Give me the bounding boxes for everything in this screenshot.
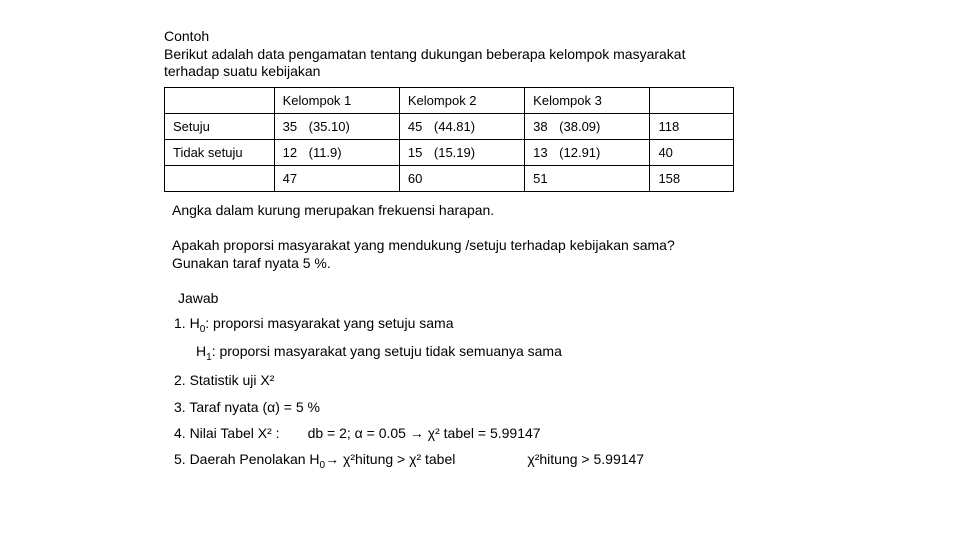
question-line-2: Gunakan taraf nyata 5 %. <box>172 254 780 272</box>
step-text: db = 2; α = 0.05 → χ² tabel = 5.99147 <box>308 424 541 442</box>
exp-value: (15.19) <box>434 145 475 160</box>
step-text: : proporsi masyarakat yang setuju tidak … <box>212 342 562 360</box>
grand-total: 158 <box>650 165 734 191</box>
document-page: Contoh Berikut adalah data pengamatan te… <box>0 0 780 472</box>
obs-value: 45 <box>408 119 434 134</box>
exp-value: (44.81) <box>434 119 475 134</box>
data-table: Kelompok 1 Kelompok 2 Kelompok 3 Setuju … <box>164 87 734 192</box>
step-text: → χ²hitung > χ² tabel <box>325 450 455 468</box>
table-row: Setuju 35(35.10) 45(44.81) 38(38.09) 118 <box>165 113 734 139</box>
obs-value: 15 <box>408 145 434 160</box>
obs-value: 13 <box>533 145 559 160</box>
obs-value: 35 <box>283 119 309 134</box>
row-total: 40 <box>650 139 734 165</box>
obs-value: 12 <box>283 145 309 160</box>
step-text: : proporsi masyarakat yang setuju sama <box>205 314 453 332</box>
exp-value: (11.9) <box>309 145 342 160</box>
exp-value: (35.10) <box>309 119 350 134</box>
header-kelompok-1: Kelompok 1 <box>274 87 399 113</box>
step-1b: H1 : proporsi masyarakat yang setuju tid… <box>196 342 780 364</box>
intro-line-3: terhadap suatu kebijakan <box>164 63 780 81</box>
step-text: 4. Nilai Tabel X² : <box>174 424 280 442</box>
step-text: H <box>196 342 206 360</box>
cell: 38(38.09) <box>525 113 650 139</box>
header-kelompok-3: Kelompok 3 <box>525 87 650 113</box>
table-footnote: Angka dalam kurung merupakan frekuensi h… <box>172 202 780 218</box>
cell: 12(11.9) <box>274 139 399 165</box>
exp-value: (12.91) <box>559 145 600 160</box>
row-label: Tidak setuju <box>165 139 275 165</box>
header-kelompok-2: Kelompok 2 <box>399 87 524 113</box>
step-text: 5. Daerah Penolakan H <box>174 450 320 468</box>
table-row: Tidak setuju 12(11.9) 15(15.19) 13(12.91… <box>165 139 734 165</box>
step-3: 3. Taraf nyata (α) = 5 % <box>174 398 780 416</box>
answer-heading: Jawab <box>178 290 780 306</box>
col-total: 60 <box>399 165 524 191</box>
step-4: 4. Nilai Tabel X² : db = 2; α = 0.05 → χ²… <box>174 424 780 442</box>
step-text: 1. H <box>174 314 200 332</box>
col-total: 47 <box>274 165 399 191</box>
cell: 35(35.10) <box>274 113 399 139</box>
table-row: 47 60 51 158 <box>165 165 734 191</box>
intro-line-1: Contoh <box>164 28 780 46</box>
row-total: 118 <box>650 113 734 139</box>
obs-value: 38 <box>533 119 559 134</box>
header-blank-2 <box>650 87 734 113</box>
cell: 45(44.81) <box>399 113 524 139</box>
answer-steps: 1. H0 : proporsi masyarakat yang setuju … <box>174 314 780 472</box>
table-header-row: Kelompok 1 Kelompok 2 Kelompok 3 <box>165 87 734 113</box>
question-line-1: Apakah proporsi masyarakat yang mendukun… <box>172 236 780 254</box>
row-label: Setuju <box>165 113 275 139</box>
intro-line-2: Berikut adalah data pengamatan tentang d… <box>164 46 780 64</box>
question-block: Apakah proporsi masyarakat yang mendukun… <box>172 236 780 272</box>
cell: 15(15.19) <box>399 139 524 165</box>
intro-block: Contoh Berikut adalah data pengamatan te… <box>164 28 780 81</box>
cell: 13(12.91) <box>525 139 650 165</box>
row-label <box>165 165 275 191</box>
step-2: 2. Statistik uji X² <box>174 371 780 389</box>
step-5: 5. Daerah Penolakan H0 → χ²hitung > χ² t… <box>174 450 780 472</box>
step-text: χ²hitung > 5.99147 <box>527 450 644 468</box>
exp-value: (38.09) <box>559 119 600 134</box>
header-blank-1 <box>165 87 275 113</box>
step-1: 1. H0 : proporsi masyarakat yang setuju … <box>174 314 780 364</box>
col-total: 51 <box>525 165 650 191</box>
